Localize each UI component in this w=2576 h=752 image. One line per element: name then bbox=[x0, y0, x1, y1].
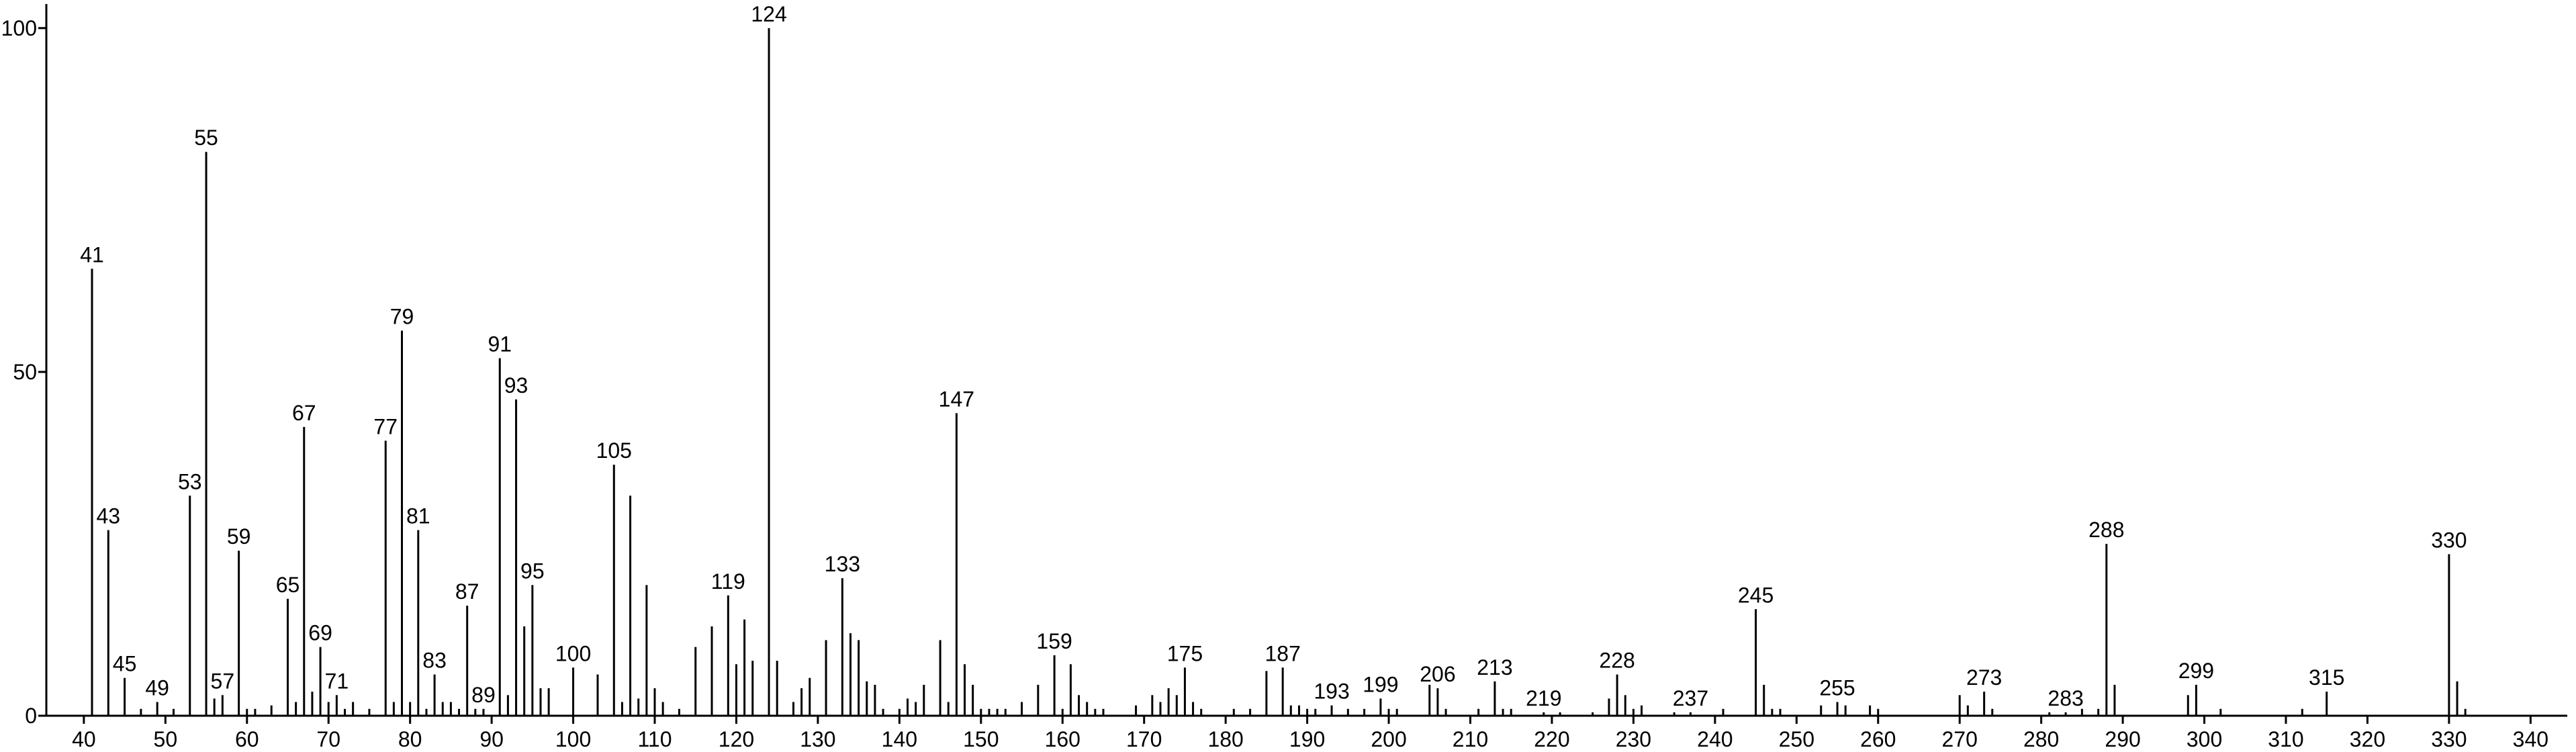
x-tick-label: 240 bbox=[1697, 727, 1733, 751]
x-tick-label: 140 bbox=[882, 727, 917, 751]
peak-label: 237 bbox=[1673, 686, 1708, 710]
x-tick-label: 260 bbox=[1860, 727, 1896, 751]
peak-label: 43 bbox=[97, 504, 121, 528]
peak-label: 219 bbox=[1526, 686, 1561, 710]
peak-label: 255 bbox=[1819, 676, 1855, 700]
x-tick-label: 250 bbox=[1779, 727, 1814, 751]
x-tick-label: 80 bbox=[398, 727, 422, 751]
peak-label: 228 bbox=[1599, 649, 1635, 673]
peak-label: 59 bbox=[227, 524, 251, 549]
x-tick-label: 150 bbox=[963, 727, 999, 751]
x-tick-label: 110 bbox=[638, 727, 672, 751]
peak-label: 89 bbox=[471, 683, 496, 707]
peak-label: 69 bbox=[308, 621, 332, 645]
x-tick-label: 270 bbox=[1942, 727, 1978, 751]
x-tick-label: 210 bbox=[1453, 727, 1488, 751]
x-tick-label: 40 bbox=[72, 727, 96, 751]
x-tick-label: 60 bbox=[235, 727, 259, 751]
peak-label: 283 bbox=[2048, 686, 2083, 710]
peak-label: 159 bbox=[1036, 629, 1072, 653]
peak-label: 330 bbox=[2431, 528, 2467, 552]
x-tick-label: 120 bbox=[719, 727, 754, 751]
peak-label: 49 bbox=[145, 676, 169, 700]
x-tick-label: 320 bbox=[2350, 727, 2385, 751]
peak-label: 65 bbox=[276, 573, 300, 597]
x-tick-label: 200 bbox=[1371, 727, 1406, 751]
x-tick-label: 130 bbox=[800, 727, 835, 751]
peak-label: 119 bbox=[711, 569, 745, 594]
x-tick-label: 180 bbox=[1207, 727, 1243, 751]
peak-label: 206 bbox=[1420, 662, 1455, 686]
x-tick-label: 280 bbox=[2023, 727, 2059, 751]
peak-label: 299 bbox=[2178, 659, 2214, 683]
x-tick-label: 220 bbox=[1534, 727, 1569, 751]
peak-label: 133 bbox=[825, 552, 860, 576]
peak-label: 79 bbox=[390, 304, 414, 328]
x-tick-label: 160 bbox=[1045, 727, 1080, 751]
peak-label: 91 bbox=[488, 332, 512, 356]
peak-label: 100 bbox=[555, 641, 591, 665]
x-tick-label: 90 bbox=[479, 727, 504, 751]
x-tick-label: 310 bbox=[2268, 727, 2303, 751]
peak-label: 95 bbox=[520, 559, 545, 583]
peak-label: 213 bbox=[1477, 655, 1512, 679]
peak-label: 245 bbox=[1738, 583, 1774, 607]
y-tick-label: 50 bbox=[13, 360, 37, 384]
peak-label: 67 bbox=[292, 401, 316, 425]
x-tick-label: 100 bbox=[555, 727, 591, 751]
x-tick-label: 50 bbox=[154, 727, 178, 751]
peak-label: 87 bbox=[455, 579, 479, 604]
x-tick-label: 290 bbox=[2105, 727, 2140, 751]
peak-label: 175 bbox=[1167, 641, 1203, 665]
x-tick-label: 70 bbox=[316, 727, 340, 751]
peak-label: 93 bbox=[504, 373, 528, 397]
peak-label: 187 bbox=[1264, 641, 1300, 665]
peak-label: 45 bbox=[113, 652, 137, 676]
y-tick-label: 100 bbox=[1, 16, 37, 40]
peak-label: 147 bbox=[939, 387, 974, 411]
peak-label: 193 bbox=[1314, 679, 1349, 704]
x-tick-label: 330 bbox=[2431, 727, 2467, 751]
peak-label: 81 bbox=[406, 504, 430, 528]
peak-label: 83 bbox=[422, 649, 447, 673]
x-tick-label: 230 bbox=[1616, 727, 1651, 751]
x-tick-label: 300 bbox=[2187, 727, 2222, 751]
peak-label: 41 bbox=[80, 242, 104, 267]
peak-label: 71 bbox=[325, 669, 349, 693]
y-tick-label: 0 bbox=[25, 704, 37, 728]
peak-label: 124 bbox=[751, 2, 786, 26]
peak-label: 273 bbox=[1966, 665, 2002, 690]
peak-label: 77 bbox=[373, 414, 398, 438]
x-tick-label: 170 bbox=[1126, 727, 1162, 751]
peak-label: 288 bbox=[2088, 518, 2124, 542]
peak-label: 105 bbox=[596, 438, 632, 463]
peak-label: 55 bbox=[194, 126, 218, 150]
x-tick-label: 340 bbox=[2513, 727, 2548, 751]
peak-label: 53 bbox=[178, 469, 202, 493]
x-tick-label: 190 bbox=[1289, 727, 1325, 751]
peak-label: 199 bbox=[1363, 672, 1398, 696]
peak-label: 57 bbox=[211, 669, 235, 693]
peak-label: 315 bbox=[2309, 665, 2344, 690]
